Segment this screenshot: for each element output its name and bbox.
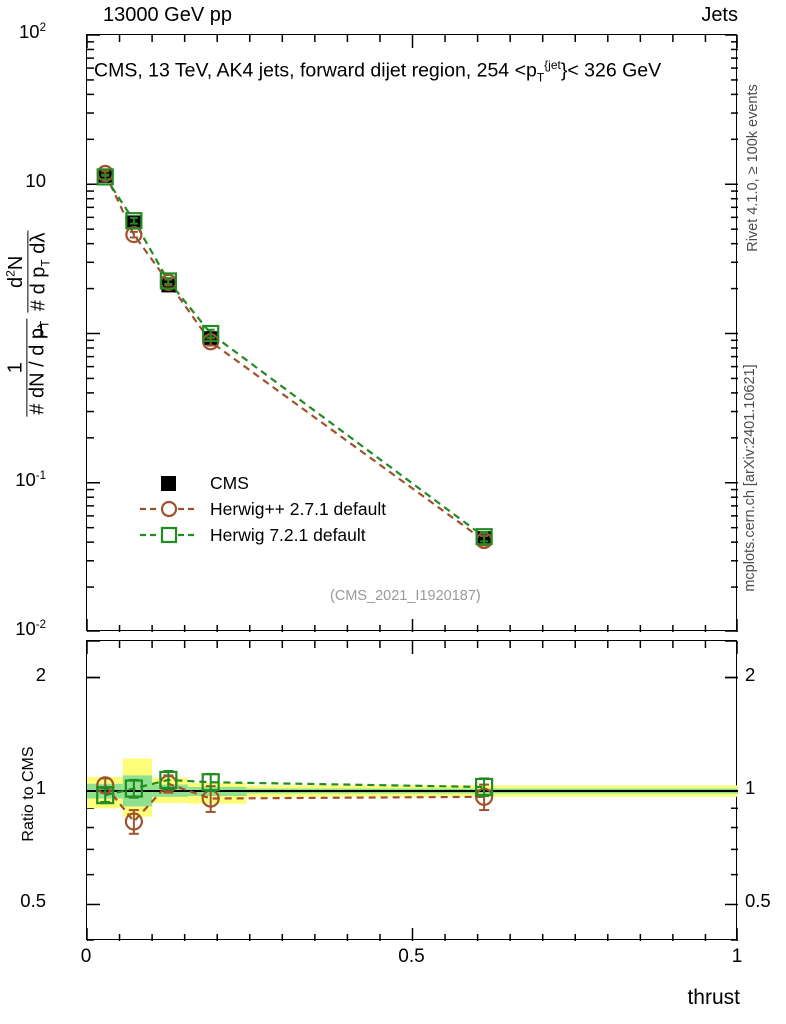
data-marker bbox=[125, 225, 143, 244]
x-tick-label: 1 bbox=[731, 946, 743, 967]
y-axis-label-frac2-num-d: d bbox=[5, 276, 28, 288]
y-tick-label: 10-1 bbox=[15, 468, 46, 490]
ratio-y-tick-label-left: 2 bbox=[35, 663, 46, 685]
process-label: Jets bbox=[701, 4, 738, 26]
ratio-marker bbox=[201, 773, 220, 792]
data-marker bbox=[159, 272, 177, 290]
rivet-version-note: Rivet 4.1.0, ≥ 100k events bbox=[745, 84, 761, 252]
plot-title-sup: {jet bbox=[544, 58, 561, 72]
ratio-marker bbox=[96, 786, 115, 805]
plot-title: CMS, 13 TeV, AK4 jets, forward dijet reg… bbox=[94, 58, 661, 84]
y-axis-label-frac2-den-text: # d p bbox=[27, 266, 50, 312]
ratio-marker bbox=[159, 770, 178, 790]
y-axis-label-frac2-den-rest: dλ bbox=[27, 232, 50, 260]
ratio-marker bbox=[124, 812, 143, 831]
beam-energy-label: 13000 GeV pp bbox=[103, 4, 232, 26]
y-tick-label: 10-2 bbox=[15, 618, 46, 639]
data-marker bbox=[475, 528, 493, 546]
ratio-y-tick-label-left: 0.5 bbox=[20, 890, 46, 912]
y-axis-label-frac2-den-sub: T bbox=[38, 259, 53, 267]
ratio-marker bbox=[475, 777, 494, 797]
y-axis-label-frac2-den: # d pT dλ bbox=[27, 231, 53, 314]
data-marker bbox=[96, 168, 114, 186]
legend-square-outline-icon bbox=[160, 526, 178, 544]
analysis-id-watermark: (CMS_2021_I1920187) bbox=[330, 588, 481, 604]
y-tick-label: 1 bbox=[35, 319, 46, 341]
legend-entry[interactable]: Herwig 7.2.1 default bbox=[140, 522, 386, 548]
ratio-y-tick-label-right: 0.5 bbox=[745, 890, 771, 912]
ratio-plot-panel bbox=[86, 640, 738, 941]
y-axis-label-frac-2: d2N # d pT dλ bbox=[3, 230, 53, 314]
legend-entry[interactable]: CMS bbox=[140, 470, 386, 496]
y-axis-label-frac2-num: d2N bbox=[3, 230, 29, 314]
data-marker bbox=[125, 212, 143, 230]
legend-marker-icon bbox=[140, 525, 198, 545]
plot-title-suffix: }< 326 GeV bbox=[560, 59, 662, 82]
ratio-y-tick-label-right: 1 bbox=[745, 777, 756, 798]
legend-circle-icon bbox=[160, 500, 178, 518]
y-axis-label-frac2-num-n: N bbox=[5, 255, 28, 271]
y-axis-label-frac2-num-exp: 2 bbox=[3, 270, 18, 277]
data-marker bbox=[202, 324, 220, 343]
plot-title-prefix: CMS, 13 TeV, AK4 jets, forward dijet reg… bbox=[94, 59, 537, 82]
ratio-marker bbox=[124, 779, 143, 798]
legend-square-icon bbox=[161, 476, 176, 491]
y-tick-label: 10 bbox=[25, 170, 46, 192]
y-axis-label-frac1-num: 1 bbox=[4, 318, 28, 417]
x-axis-label: thrust bbox=[687, 986, 740, 1009]
legend-label: Herwig 7.2.1 default bbox=[210, 524, 366, 545]
y-tick-label: 102 bbox=[19, 21, 46, 42]
legend-label: Herwig++ 2.7.1 default bbox=[210, 498, 387, 519]
main-plot-canvas bbox=[87, 35, 738, 632]
legend-marker-icon bbox=[140, 499, 198, 519]
ratio-plot-canvas bbox=[87, 641, 738, 941]
plot-title-sub: T bbox=[536, 70, 545, 85]
legend: CMS Herwig++ 2.7.1 default Herwig 7.2.1 de… bbox=[140, 470, 386, 548]
legend-entry[interactable]: Herwig++ 2.7.1 default bbox=[140, 496, 386, 522]
x-tick-label: 0.5 bbox=[398, 946, 425, 967]
legend-label: CMS bbox=[210, 472, 249, 493]
ratio-y-tick-label-left: 1 bbox=[35, 777, 46, 798]
ratio-y-tick-label-right: 2 bbox=[745, 663, 756, 685]
mcplots-reference-note: mcplots.cern.ch [arXiv:2401.10621] bbox=[742, 364, 758, 592]
x-tick-label: 0 bbox=[80, 946, 92, 967]
legend-marker-icon bbox=[140, 473, 198, 493]
main-plot-panel bbox=[86, 34, 738, 632]
